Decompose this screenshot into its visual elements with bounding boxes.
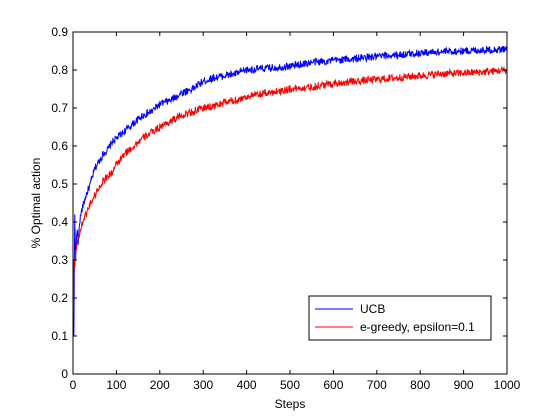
x-tick-label: 300 [193,378,213,392]
series-line-0 [73,45,508,337]
y-tick-label: 0.4 [51,215,68,229]
y-tick-label: 0.7 [51,101,68,115]
x-tick-label: 1000 [494,378,521,392]
y-tick-label: 0.3 [51,253,68,267]
legend-box [308,295,492,341]
plot-data-layer [72,45,508,337]
x-tick-label: 0 [70,378,77,392]
y-tick-label: 0.5 [51,177,68,191]
series-line-1 [72,65,508,314]
axis-ticks: 0 100 200 300 400 500 600 700 800 900 1000 0 0.1 0.2 0… [51,25,520,392]
x-tick-label: 400 [237,378,257,392]
x-tick-label: 700 [367,378,387,392]
legend: UCB e-greedy, epsilon=0.1 [308,295,492,341]
x-tick-label: 200 [150,378,170,392]
legend-label-e-greedy: e-greedy, epsilon=0.1 [360,320,475,334]
y-tick-label: 0.9 [51,25,68,39]
y-tick-label: 0.8 [51,63,68,77]
x-tick-label: 100 [106,378,126,392]
legend-label-ucb: UCB [360,302,385,316]
y-tick-label: 0 [61,367,68,381]
x-tick-label: 500 [280,378,300,392]
x-tick-label: 800 [410,378,430,392]
y-tick-label: 0.2 [51,291,68,305]
y-tick-label: 0.1 [51,329,68,343]
y-tick-label: 0.6 [51,139,68,153]
x-tick-label: 900 [454,378,474,392]
y-axis-label: % Optimal action [29,158,43,249]
x-axis-label: Steps [275,397,306,411]
x-tick-label: 600 [323,378,343,392]
